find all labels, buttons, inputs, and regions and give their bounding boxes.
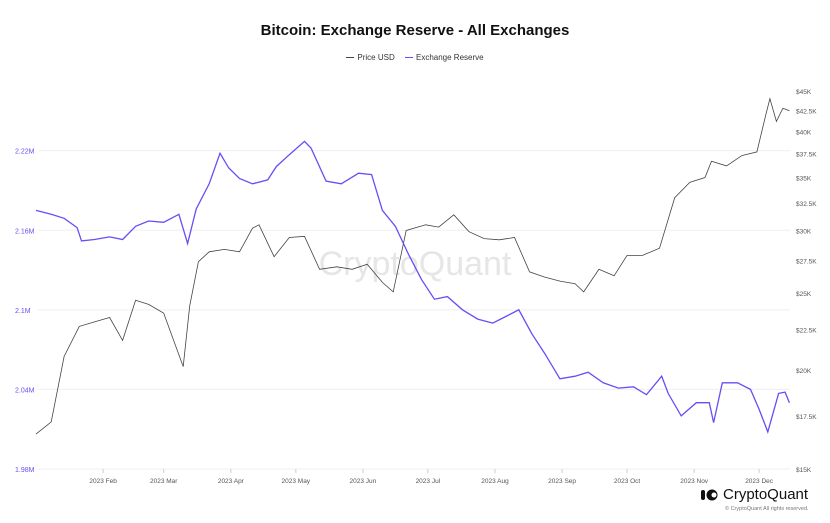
right-axis-tick-label: $45K xyxy=(796,89,812,96)
left-axis-tick-label: 2.22M xyxy=(15,149,35,156)
legend-swatch-price xyxy=(346,57,355,58)
x-axis-tick-label: 2023 Jun xyxy=(350,478,377,485)
x-axis-tick-label: 2023 Feb xyxy=(89,478,117,485)
right-axis-tick-label: $27.5K xyxy=(796,258,817,265)
legend-label-reserve: Exchange Reserve xyxy=(415,53,484,62)
x-axis-tick-label: 2023 Aug xyxy=(481,478,509,485)
right-axis-tick-label: $30K xyxy=(796,229,812,236)
x-axis-tick-label: 2023 Nov xyxy=(680,478,709,485)
exchange-reserve-line xyxy=(35,140,791,434)
legend-label-price: Price USD xyxy=(357,53,395,62)
left-axis-tick-label: 2.16M xyxy=(15,228,35,235)
right-axis-tick-label: $42.5K xyxy=(796,109,817,116)
logo-text: CryptoQuant xyxy=(723,486,809,503)
right-axis-tick-label: $22.5K xyxy=(796,327,817,334)
right-axis-tick-label: $37.5K xyxy=(796,152,817,159)
left-axis-tick-label: 2.1M xyxy=(15,308,31,315)
x-axis-tick-label: 2023 Apr xyxy=(218,478,245,485)
x-axis-tick-label: 2023 Jul xyxy=(416,478,441,485)
legend-swatch-reserve xyxy=(404,57,413,58)
cryptoquant-logo: CryptoQuant xyxy=(701,486,808,503)
right-axis-tick-label: $15K xyxy=(796,467,812,474)
right-axis-tick-label: $17.5K xyxy=(796,414,817,421)
price-usd-line xyxy=(35,97,790,435)
right-axis-tick-label: $32.5K xyxy=(796,201,817,208)
x-axis-tick-label: 2023 Oct xyxy=(614,478,641,485)
left-axis-tick-label: 1.98M xyxy=(15,467,35,474)
logo-icon xyxy=(701,489,718,500)
watermark: CryptoQuant xyxy=(319,245,512,283)
x-axis-tick-label: 2023 Sep xyxy=(548,478,576,485)
right-axis-tick-label: $40K xyxy=(796,130,812,137)
legend-item-reserve[interactable]: Exchange Reserve xyxy=(404,53,484,62)
right-axis-tick-label: $35K xyxy=(796,175,812,182)
legend: Price USD Exchange Reserve xyxy=(0,51,830,62)
right-axis-tick-label: $25K xyxy=(796,291,812,298)
x-axis-tick-label: 2023 Dec xyxy=(745,478,774,485)
x-axis-tick-label: 2023 May xyxy=(282,478,311,485)
left-axis-tick-label: 2.04M xyxy=(15,387,35,394)
right-axis-tick-label: $20K xyxy=(796,368,812,375)
chart-title: Bitcoin: Exchange Reserve - All Exchange… xyxy=(260,22,570,39)
x-axis-tick-label: 2023 Mar xyxy=(150,478,178,485)
legend-item-price[interactable]: Price USD xyxy=(346,53,395,62)
copyright: © CryptoQuant All rights reserved. xyxy=(725,506,809,512)
